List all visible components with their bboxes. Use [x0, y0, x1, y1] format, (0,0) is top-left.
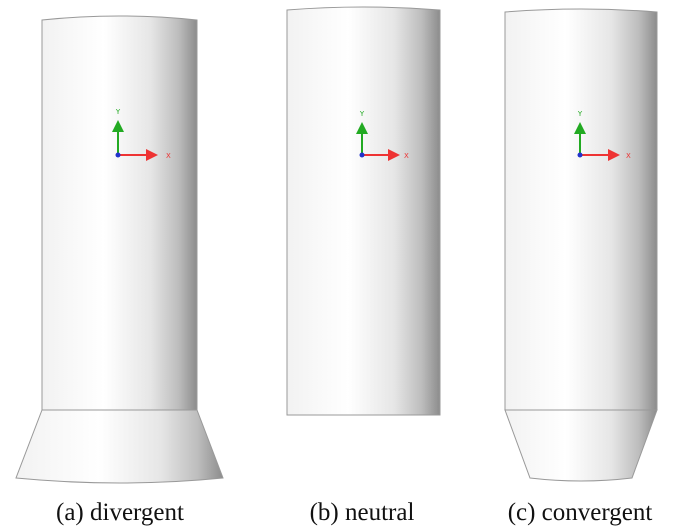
divergent-base [16, 410, 223, 483]
x-axis-label: X [404, 152, 409, 160]
cylinder-body [505, 9, 657, 410]
convergent-tip [505, 410, 657, 481]
caption: (b) neutral [310, 499, 415, 526]
x-axis-label: X [626, 152, 631, 160]
panel-neutral: Y X (b) neutral [287, 7, 440, 526]
caption: (c) convergent [508, 499, 653, 526]
panel-divergent: Y X (a) divergent [16, 16, 223, 526]
origin [360, 153, 365, 158]
panel-convergent: Y X (c) convergent [505, 9, 657, 526]
figure: Y X (a) divergent Y X (b) neutral Y X (c… [0, 0, 681, 529]
x-axis-label: X [166, 152, 171, 160]
cylinder-body [287, 7, 440, 415]
caption: (a) divergent [56, 499, 184, 526]
origin [578, 153, 583, 158]
cylinder-body [42, 16, 197, 410]
y-axis-label: Y [115, 108, 121, 116]
origin [116, 153, 121, 158]
y-axis-label: Y [577, 110, 583, 118]
y-axis-label: Y [359, 110, 365, 118]
